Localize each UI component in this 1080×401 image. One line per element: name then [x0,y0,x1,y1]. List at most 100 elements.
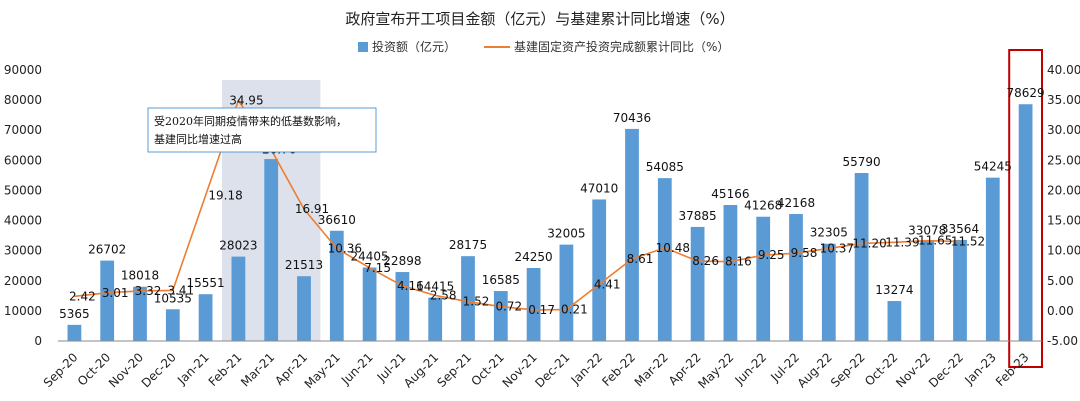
bar-Oct-22 [887,301,902,341]
x-tick-Jan-21: Jan-21 [174,350,212,388]
bar-label-Mar-22: 54085 [646,160,684,174]
bar-Dec-22 [953,239,967,341]
y-left-tick: 0 [34,334,42,348]
line-label-Dec-21: 0.21 [561,303,588,317]
bar-Nov-20 [133,286,147,341]
bar-Apr-21 [297,276,311,341]
y-right-tick: 15.00 [1047,214,1080,228]
bar-label-Sep-20: 5365 [59,307,90,321]
y-left-tick: 60000 [4,153,42,167]
legend-bar-swatch [358,42,368,52]
bar-label-Nov-22: 33078 [908,223,946,237]
line-label-Oct-21: 0.72 [495,300,522,314]
line-label-Jan-22: 4.41 [594,277,621,291]
x-tick-Mar-22: Mar-22 [632,350,671,389]
line-label-Feb-21: 34.95 [229,93,263,107]
x-tick-Dec-21: Dec-21 [532,350,572,390]
bar-label-Oct-20: 26702 [88,243,126,257]
bar-Mar-22 [657,178,672,341]
x-tick-Nov-22: Nov-22 [893,350,933,390]
line-label-Nov-20: 3.32 [135,284,162,298]
annotation-line-2: 基建同比增速过高 [154,132,242,146]
x-tick-Feb-21: Feb-21 [206,350,245,389]
line-label-Apr-22: 8.26 [692,254,719,268]
line-label-May-22: 8.16 [725,255,752,269]
x-tick-Dec-22: Dec-22 [926,350,966,390]
bar-label-Sep-21: 28175 [449,238,487,252]
bar-label-Jul-22: 42168 [777,196,815,210]
bar-Aug-21 [428,297,443,341]
annotation-line-1: 受2020年同期疫情带来的低基数影响， [154,114,347,128]
line-label-Aug-21: 2.58 [430,288,457,302]
x-tick-Mar-21: Mar-21 [238,350,277,389]
x-tick-May-22: May-22 [695,350,736,391]
line-label-Oct-20: 3.01 [102,286,129,300]
line-label-Aug-22: 10.37 [820,241,854,255]
bar-Dec-20 [165,309,180,341]
bar-Oct-20 [100,260,115,341]
x-tick-Feb-22: Feb-22 [599,350,638,389]
line-label-Jun-22: 9.25 [758,248,785,262]
line-label-Jul-21: 4.16 [397,279,424,293]
bar-label-Jun-21: 24405 [351,250,389,264]
x-tick-Dec-20: Dec-20 [139,350,179,390]
y-right-tick: 30.00 [1047,123,1080,137]
y-right-tick: 25.00 [1047,153,1080,167]
bar-Oct-21 [493,291,508,341]
bar-label-Jan-23: 54245 [974,160,1012,174]
x-tick-Nov-20: Nov-20 [106,350,146,390]
bar-Jun-22 [756,216,771,341]
bar-label-Nov-20: 18018 [121,269,159,283]
y-right-tick: 5.00 [1047,274,1074,288]
bar-label-Feb-23: 78629 [1007,86,1045,100]
bar-label-Jun-22: 41268 [744,199,782,213]
y-left-tick: 70000 [4,123,42,137]
legend-bar-label: 投资额（亿元） [372,39,456,54]
bar-Sep-21 [461,256,475,341]
y-right-tick: 35.00 [1047,93,1080,107]
line-label-Dec-20: 3.41 [167,283,194,297]
line-label-Sep-21: 1.52 [463,295,490,309]
line-label-Mar-22: 10.48 [656,241,690,255]
bar-label-Jan-22: 47010 [580,181,618,195]
bar-label-Dec-22: 33564 [941,222,979,236]
bar-label-Dec-20: 10535 [154,291,192,305]
bar-Jul-22 [789,214,803,341]
bar-Feb-21 [231,256,246,341]
bar-label-Oct-22: 13274 [875,283,913,297]
x-tick-Sep-21: Sep-21 [434,350,474,390]
x-tick-Sep-20: Sep-20 [41,350,81,390]
bar-label-Apr-21: 21513 [285,258,323,272]
bar-Feb-22 [625,128,639,341]
line-label-Jul-22: 9.58 [791,246,818,260]
bar-label-Feb-21: 28023 [219,239,257,253]
bar-May-21 [329,230,344,341]
bar-label-Dec-21: 32005 [547,227,585,241]
x-tick-Jun-21: Jun-21 [338,350,376,388]
bar-label-Sep-22: 55790 [843,155,881,169]
bar-Jan-21 [198,294,213,341]
y-left-tick: 40000 [4,214,42,228]
bar-label-Feb-22: 70436 [613,111,651,125]
x-tick-Aug-22: Aug-22 [795,350,835,390]
x-tick-Jan-23: Jan-23 [961,350,999,388]
bar-Aug-22 [821,243,836,341]
bar-Dec-21 [559,244,574,341]
x-tick-Feb-23: Feb-23 [993,350,1032,389]
bar-Jan-23 [985,177,1000,341]
bar-Sep-22 [854,173,869,341]
bar-Feb-23 [1018,104,1033,341]
bar-Mar-21 [264,159,279,341]
line-label-Apr-21: 16.91 [295,202,329,216]
bar-Nov-21 [526,267,541,341]
y-right-tick: -5.00 [1047,334,1078,348]
bar-label-Apr-22: 37885 [679,209,717,223]
line-label-Jun-21: 7.15 [364,261,391,275]
highlight-box [1008,49,1044,368]
y-right-tick: 20.00 [1047,183,1080,197]
line-label-Feb-22: 8.61 [627,252,654,266]
y-left-tick: 80000 [4,93,42,107]
y-right-tick: 0.00 [1047,304,1074,318]
line-label-extra: 19.18 [208,188,242,202]
